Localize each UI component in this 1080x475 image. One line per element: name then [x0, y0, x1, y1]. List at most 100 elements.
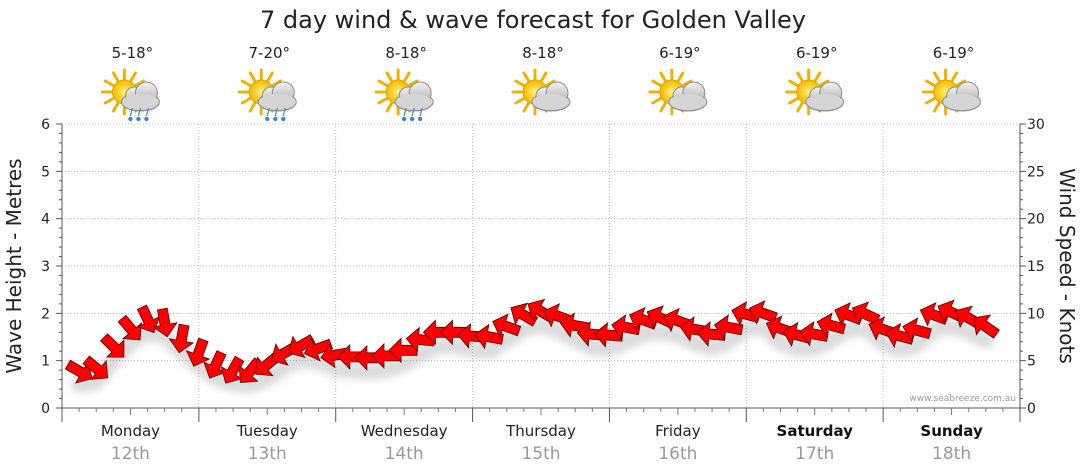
partly-cloudy-showers-icon [237, 68, 297, 122]
sun-ray [514, 79, 526, 87]
temperature-range: 7-20° [249, 44, 291, 62]
sun-ray [659, 101, 667, 113]
sun-ray [385, 101, 394, 113]
sun-ray [514, 97, 526, 105]
sun-ray [377, 79, 389, 87]
rain-streak [145, 107, 150, 117]
sun-ray [651, 79, 663, 87]
cloud-fill [396, 94, 433, 110]
cloud-fill [669, 94, 706, 110]
left-tick-label: 4 [41, 212, 50, 228]
sun-ray [103, 97, 115, 105]
cloud-shape [942, 81, 982, 112]
x-date-label: 13th [248, 444, 287, 464]
partly-cloudy-icon [648, 68, 708, 116]
wind-arrow [136, 304, 161, 334]
sun-ray [950, 71, 959, 83]
right-axis-ticks: 0 5 10 15 20 25 30 [1020, 117, 1045, 417]
watermark: www.seabreeze.com.au [909, 394, 1016, 404]
sun-ray [240, 97, 252, 105]
sun-ray [522, 71, 530, 83]
x-day-label: Saturday [777, 422, 854, 440]
sun-ray [248, 71, 257, 83]
x-date-label: 15th [521, 444, 560, 464]
rain-drop [281, 116, 286, 122]
wind-series [64, 298, 1000, 384]
rain-drop [401, 116, 407, 122]
left-tick-label: 0 [41, 401, 50, 417]
wind-arrow [82, 355, 109, 380]
cloud-shape [257, 81, 297, 112]
partly-cloudy-icon [785, 68, 845, 116]
sun-ray [925, 79, 936, 87]
sun-ray [955, 79, 967, 87]
x-day-label: Monday [101, 422, 160, 440]
rain-streak [137, 107, 142, 117]
wind-arrow [100, 333, 125, 358]
wind-arrow [288, 334, 316, 359]
rain-drops [128, 107, 150, 122]
chart-title: 7 day wind & wave forecast for Golden Va… [260, 6, 806, 34]
wind-shadow-path [71, 317, 994, 394]
sun-ray [385, 71, 394, 83]
rain-streak [419, 107, 423, 117]
x-day-label: Sunday [920, 422, 983, 440]
wind-arrow [439, 319, 469, 346]
sun-ray [240, 79, 252, 87]
sun-ray [248, 101, 257, 113]
wind-arrow [303, 337, 334, 362]
x-day-label: Thursday [505, 422, 576, 440]
rain-drop [265, 116, 270, 122]
x-date-label: 14th [385, 444, 424, 464]
right-tick-label: 10 [1027, 306, 1045, 322]
sun-ray [796, 71, 804, 83]
sun-ray [522, 101, 530, 113]
wind-arrow [168, 323, 195, 354]
rain-streak [282, 107, 286, 117]
wind-arrow [185, 337, 211, 367]
cloud-shape [805, 81, 845, 112]
rain-drop [128, 116, 133, 122]
sun-ray [788, 97, 799, 105]
sun-ray [659, 71, 667, 83]
x-day-label: Tuesday [236, 422, 298, 440]
sun-ray [407, 79, 419, 87]
sun-ray [111, 71, 120, 83]
rain-streak [274, 107, 278, 117]
right-tick-label: 25 [1027, 164, 1045, 180]
right-tick-label: 5 [1027, 354, 1036, 370]
sun-ray [403, 71, 411, 83]
rain-drop [144, 116, 149, 122]
right-tick-label: 30 [1027, 117, 1045, 133]
sun-ray [544, 79, 556, 87]
x-date-label: 12th [111, 444, 150, 464]
sun-ray [540, 71, 548, 83]
wind-arrow [152, 307, 178, 338]
wind-series-shadow [71, 317, 994, 394]
cloud-shape [531, 81, 571, 112]
x-axis-labels: Monday 12th Tuesday 13th Wednesday 14th Thursd… [101, 422, 983, 464]
x-date-label: 18th [932, 444, 971, 464]
temperature-range: 5-18° [112, 44, 154, 62]
rain-drop [417, 116, 423, 122]
wind-arrow [851, 301, 881, 325]
rain-streak [411, 107, 415, 117]
wind-arrow [64, 359, 93, 384]
cloud-shape [668, 81, 708, 112]
rain-streak [403, 107, 407, 117]
temperature-range: 8-18° [385, 44, 427, 62]
left-tick-label: 3 [41, 259, 50, 275]
sun-ray [933, 101, 941, 113]
x-day-label: Wednesday [361, 422, 448, 440]
x-date-label: 16th [658, 444, 697, 464]
sun-ray [134, 79, 145, 87]
cloud-shape [394, 81, 434, 112]
cloud-fill [806, 94, 843, 110]
temperature-range: 6-19° [933, 44, 975, 62]
left-axis-label: Wave Height - Metres [2, 158, 26, 373]
sun-ray [925, 97, 936, 105]
rain-drops [401, 107, 423, 122]
sun-ray [818, 79, 830, 87]
x-day-label: Friday [655, 422, 701, 440]
